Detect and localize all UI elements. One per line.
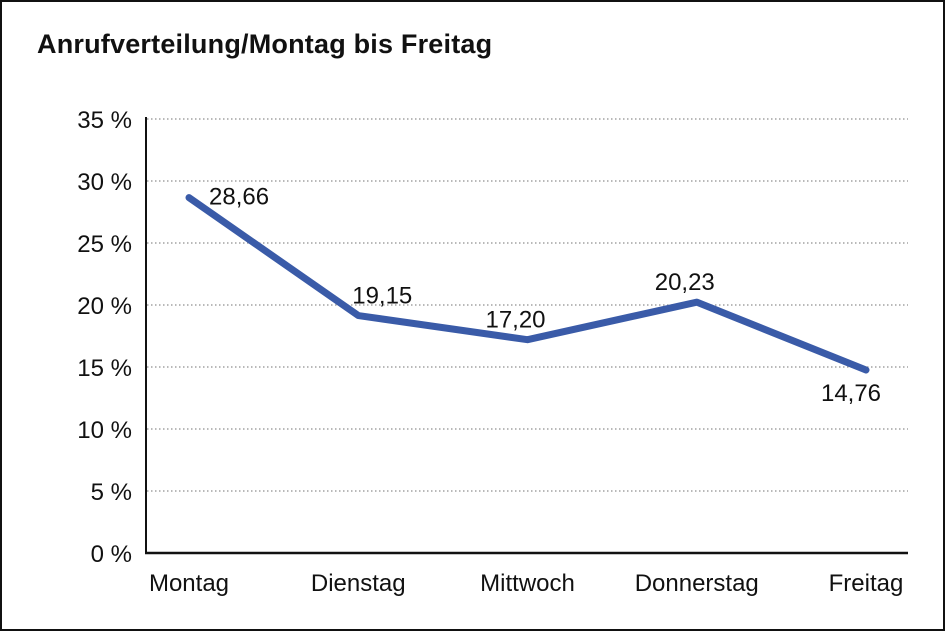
data-point-label: 20,23 [655, 269, 715, 296]
x-category-label: Donnerstag [635, 570, 759, 597]
data-point-label: 14,76 [821, 380, 881, 407]
x-category-label: Dienstag [311, 570, 406, 597]
data-point-label: 19,15 [352, 283, 412, 310]
y-tick-label: 25 % [77, 231, 132, 258]
data-point-label: 17,20 [485, 307, 545, 334]
y-tick-label: 30 % [77, 169, 132, 196]
y-tick-label: 0 % [91, 541, 132, 568]
y-tick-label: 15 % [77, 355, 132, 382]
x-category-label: Mittwoch [480, 570, 575, 597]
y-tick-label: 5 % [91, 479, 132, 506]
chart-title: Anrufverteilung/Montag bis Freitag [37, 29, 493, 59]
y-tick-label: 35 % [77, 107, 132, 134]
y-tick-label: 10 % [77, 417, 132, 444]
data-series-line [185, 194, 870, 374]
y-tick-label: 20 % [77, 293, 132, 320]
data-point-label: 28,66 [209, 184, 269, 211]
x-category-label: Montag [149, 570, 229, 597]
x-category-label: Freitag [829, 570, 904, 597]
